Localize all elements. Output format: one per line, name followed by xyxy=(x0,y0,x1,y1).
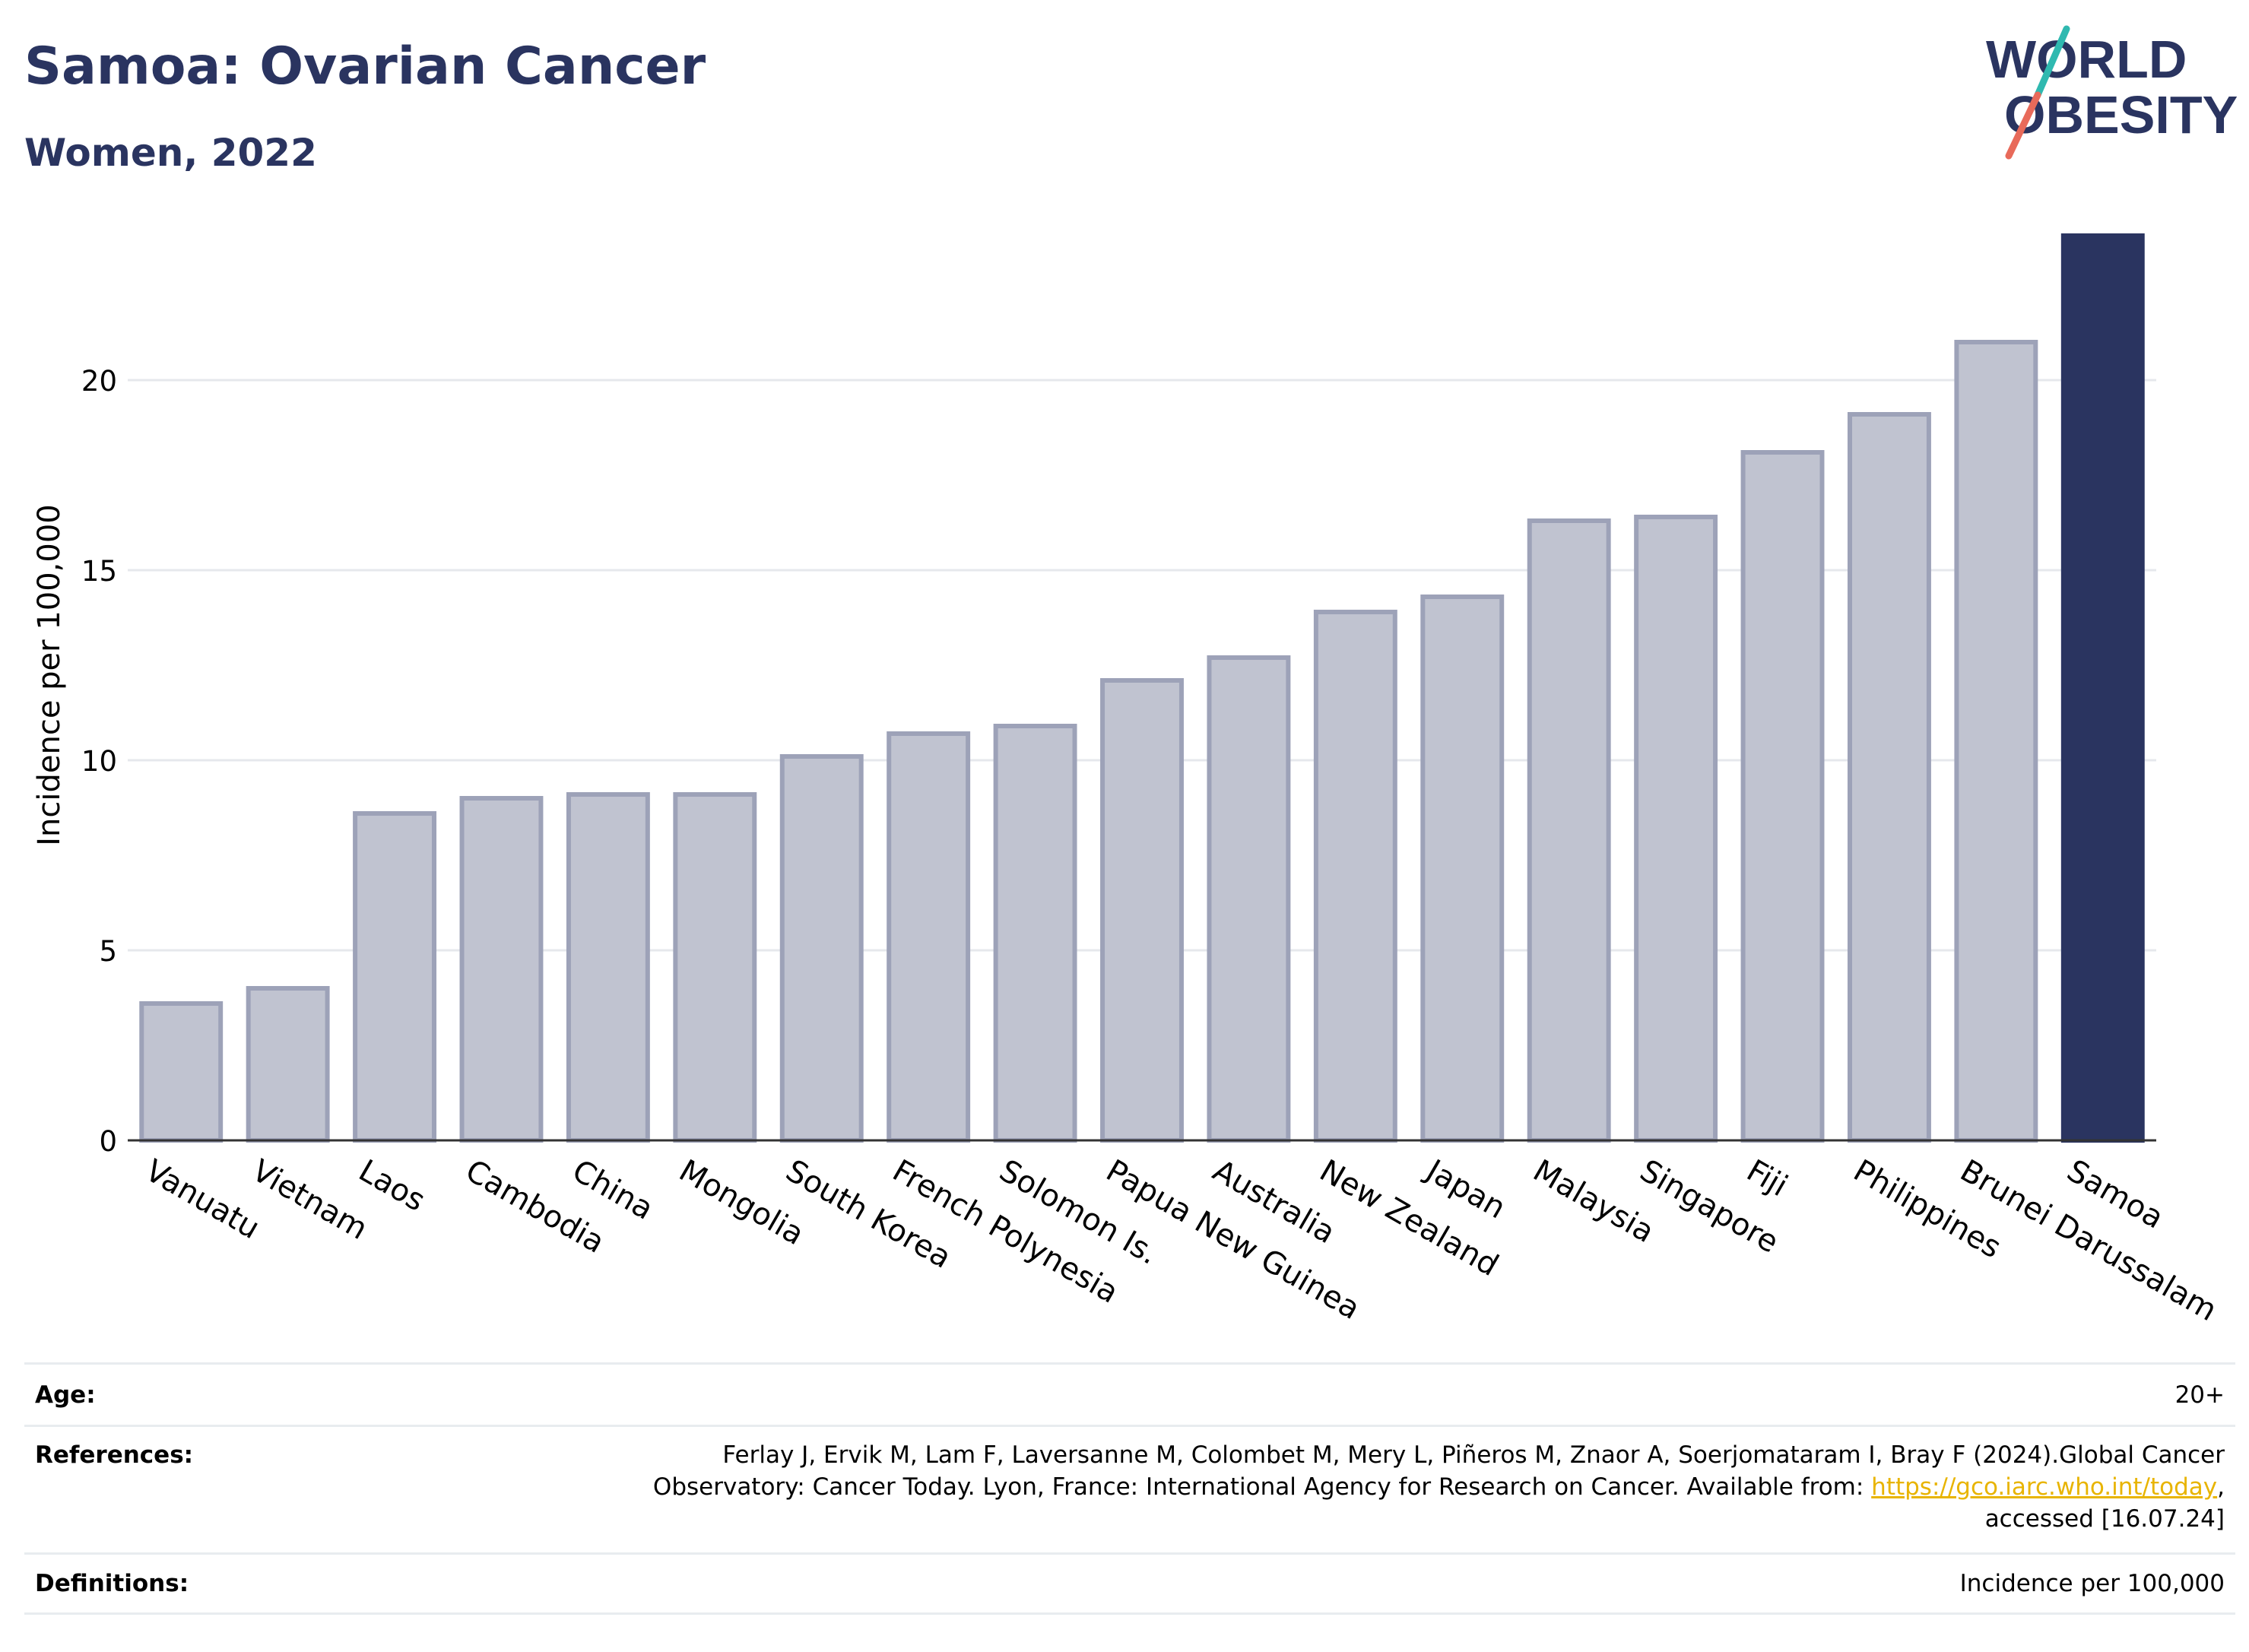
x-tick-label: Laos xyxy=(353,1153,431,1219)
bar-french-polynesia xyxy=(887,731,971,1143)
y-tick-label: 0 xyxy=(99,1125,117,1158)
references-line2-end: , xyxy=(2217,1473,2225,1501)
bar-mongolia xyxy=(673,792,757,1143)
bar-new-zealand xyxy=(1313,610,1397,1143)
logo-slash-bottom xyxy=(2005,91,2041,160)
bar-vietnam xyxy=(246,986,330,1143)
x-tick-label: New Zealand xyxy=(1314,1153,1505,1283)
age-label: Age: xyxy=(35,1381,96,1409)
chart-subtitle: Women, 2022 xyxy=(24,131,317,175)
bar-fiji xyxy=(1740,450,1825,1143)
info-row-age: Age: 20+ xyxy=(24,1362,2235,1425)
x-tick-label: Vanuatu xyxy=(139,1153,265,1246)
bar-malaysia xyxy=(1527,518,1611,1143)
bar-australia xyxy=(1207,655,1291,1143)
references-link[interactable]: https://gco.iarc.who.int/today xyxy=(1871,1473,2218,1501)
x-tick-label: Vietnam xyxy=(246,1153,373,1247)
logo-slash-top xyxy=(2034,25,2070,99)
bar-samoa xyxy=(2060,233,2145,1143)
references-label: References: xyxy=(35,1441,194,1469)
bar-papua-new-guinea xyxy=(1100,678,1184,1143)
x-tick-label: Malaysia xyxy=(1527,1153,1660,1250)
info-row-references: References: Ferlay J, Ervik M, Lam F, La… xyxy=(24,1425,2235,1552)
bar-south-korea xyxy=(779,754,864,1143)
y-tick-label: 15 xyxy=(81,555,117,588)
definitions-value: Incidence per 100,000 xyxy=(1959,1570,2225,1597)
logo-text-world: WORLD xyxy=(1986,30,2187,89)
bar-japan xyxy=(1420,595,1505,1143)
x-tick-label: Fiji xyxy=(1741,1153,1794,1204)
bar-philippines xyxy=(1847,412,1931,1143)
references-value: Ferlay J, Ervik M, Lam F, Laversanne M, … xyxy=(653,1439,2235,1552)
references-line2: Observatory: Cancer Today. Lyon, France:… xyxy=(652,1473,1872,1501)
world-obesity-logo: WORLD OBESITY xyxy=(1986,25,2238,160)
bar-vanuatu xyxy=(139,1001,224,1143)
y-tick-label: 5 xyxy=(99,935,117,968)
bars xyxy=(139,233,2145,1143)
y-tick-label: 20 xyxy=(81,365,117,398)
age-value: 20+ xyxy=(2174,1381,2225,1409)
logo-text-obesity: OBESITY xyxy=(2004,85,2238,144)
info-row-definitions: Definitions: Incidence per 100,000 xyxy=(24,1552,2235,1615)
bar-solomon-is xyxy=(993,724,1077,1143)
bar-china xyxy=(566,792,650,1143)
bar-laos xyxy=(353,811,437,1143)
info-table: Age: 20+ References: Ferlay J, Ervik M, … xyxy=(24,1362,2235,1615)
definitions-label: Definitions: xyxy=(35,1570,189,1597)
y-axis-label: Incidence per 100,000 xyxy=(32,504,67,846)
bar-brunei-darussalam xyxy=(1954,340,2038,1143)
bar-singapore xyxy=(1634,515,1718,1143)
references-line1: Ferlay J, Ervik M, Lam F, Laversanne M, … xyxy=(722,1441,2225,1469)
bar-cambodia xyxy=(459,796,544,1143)
references-line3: accessed [16.07.24] xyxy=(1984,1505,2225,1533)
y-tick-label: 10 xyxy=(81,745,117,778)
chart-title: Samoa: Ovarian Cancer xyxy=(24,36,706,97)
